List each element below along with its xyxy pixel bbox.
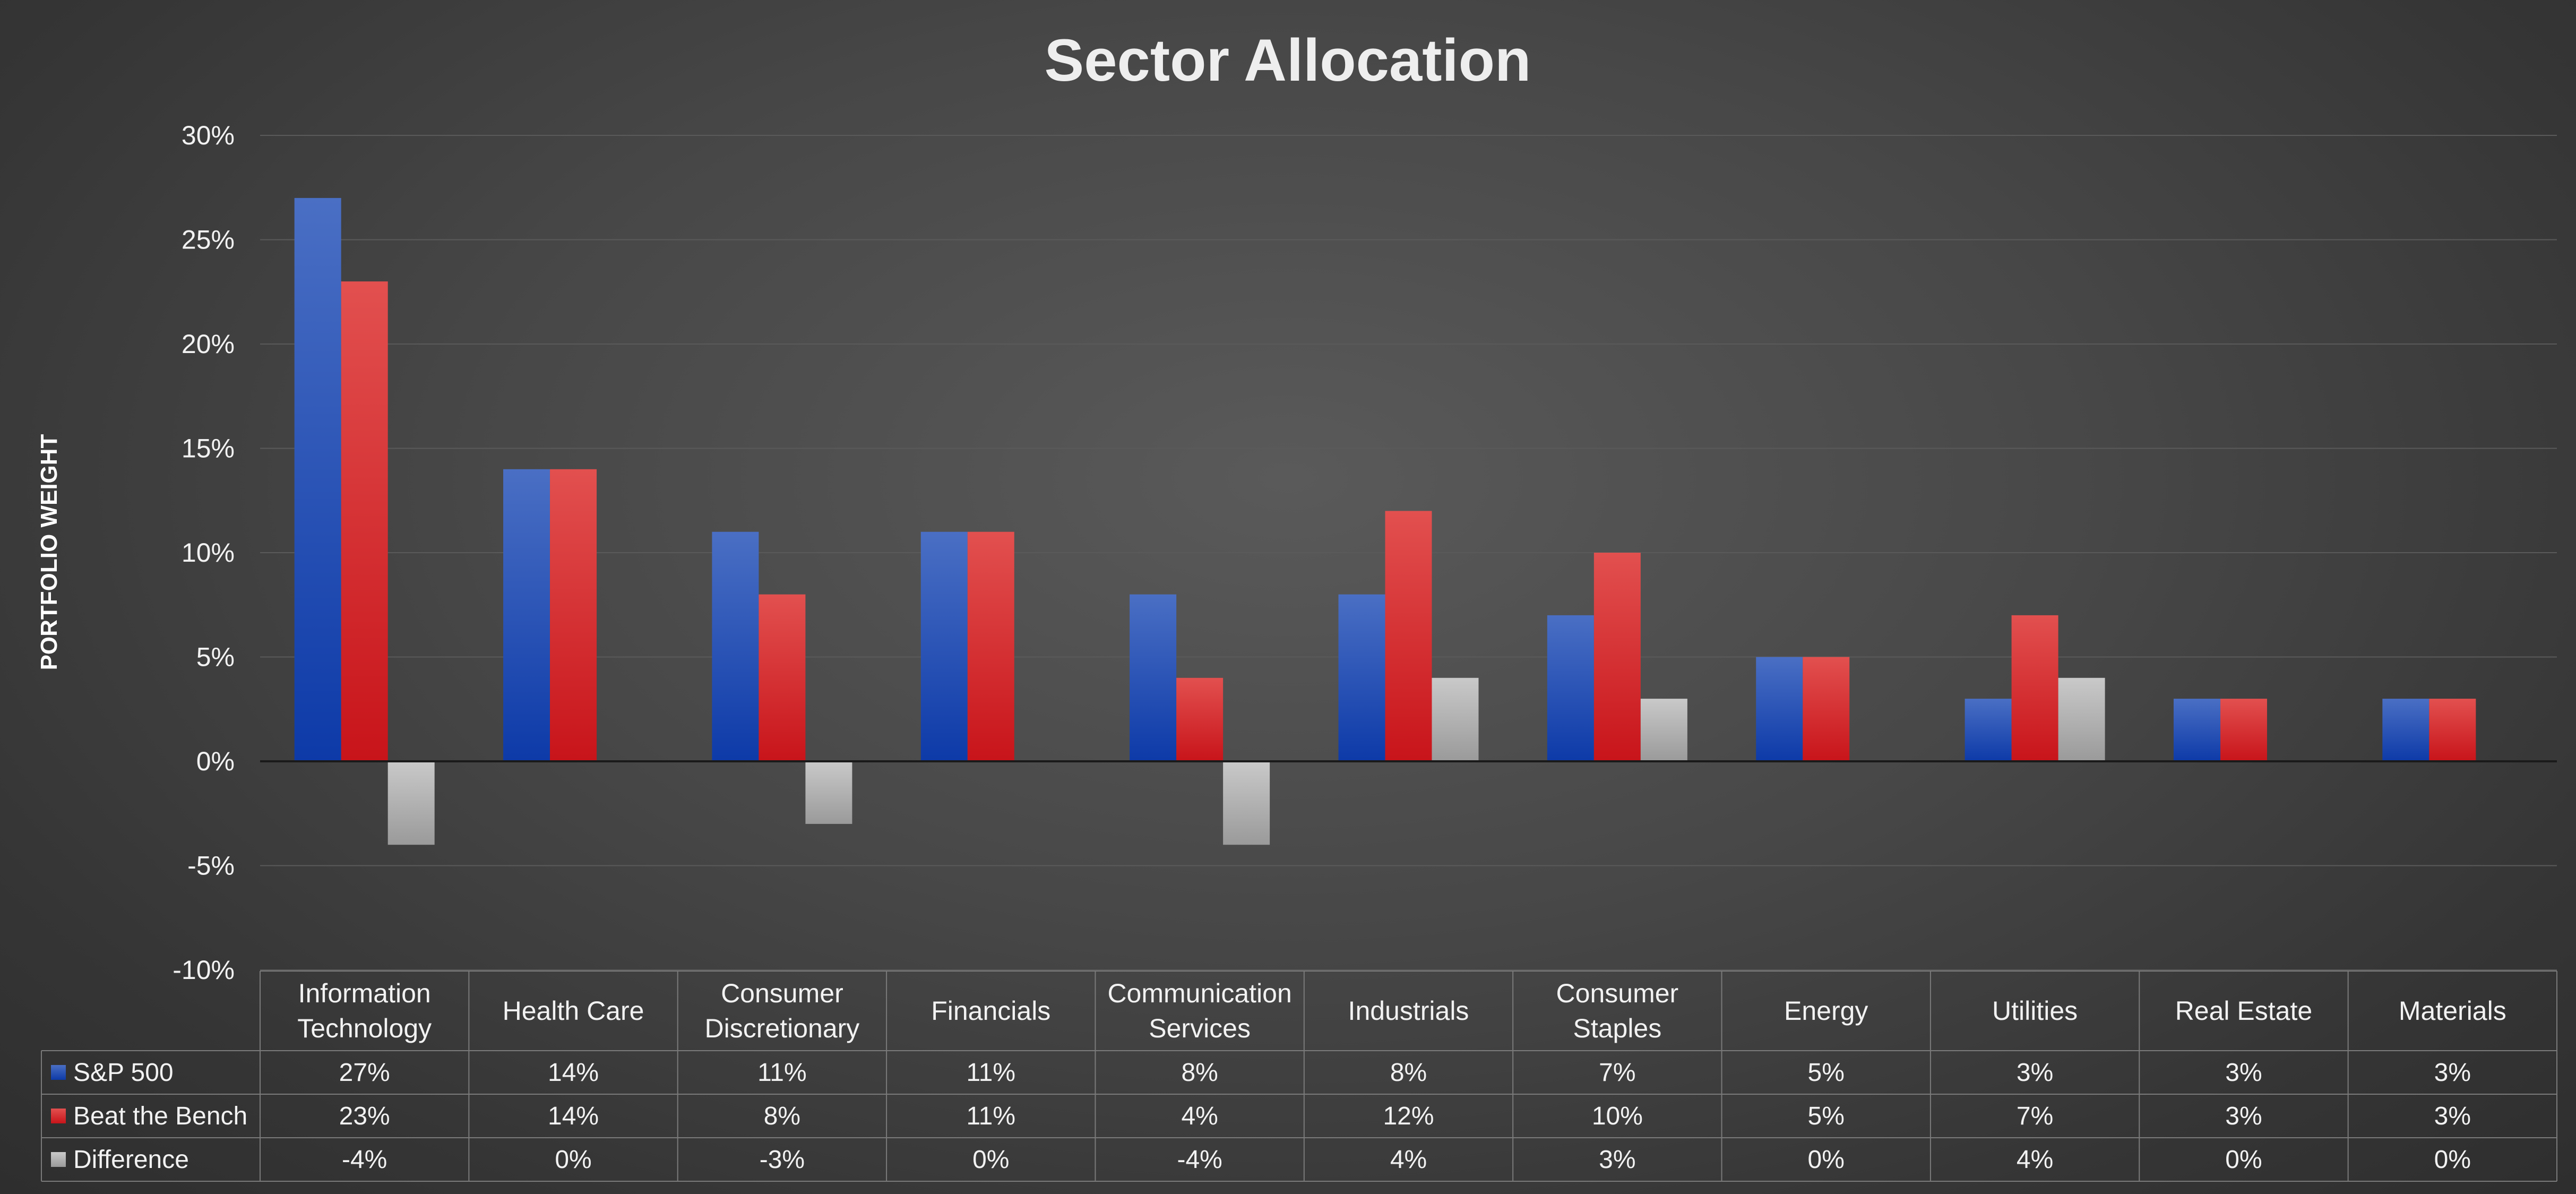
category-label: Consumer [721, 978, 843, 1008]
data-label-difference: 0% [555, 1146, 591, 1174]
bar-beat-the-bench [1593, 553, 1641, 761]
category-label: Technology [297, 1013, 432, 1043]
category-label: Energy [1784, 996, 1868, 1026]
row-label-s-p-500: S&P 500 [73, 1059, 174, 1087]
y-tick-label: -10% [173, 955, 235, 985]
chart-title: Sector Allocation [1045, 27, 1531, 93]
bar-beat-the-bench [759, 594, 806, 761]
category-label: Health Care [503, 996, 644, 1026]
bar-s-p-500 [920, 531, 968, 761]
data-table: Information Technology Health Care Consumer… [41, 970, 2557, 1182]
category-label: Staples [1573, 1013, 1661, 1043]
data-label-s-p-500: 5% [1808, 1059, 1845, 1087]
data-label-beat-the-bench: 3% [2225, 1102, 2262, 1130]
data-label-difference: 0% [2434, 1146, 2471, 1174]
data-label-difference: 4% [2017, 1146, 2053, 1174]
bar-difference [387, 761, 435, 845]
bar-s-p-500 [2173, 699, 2220, 761]
y-tick-label: 30% [182, 121, 235, 150]
data-label-difference: 3% [1599, 1146, 1635, 1174]
category-label: Consumer [1556, 978, 1679, 1008]
bars [294, 197, 2476, 845]
data-label-s-p-500: 8% [1181, 1059, 1218, 1087]
data-label-beat-the-bench: 11% [967, 1102, 1016, 1130]
y-tick-label: 10% [182, 538, 235, 568]
data-label-beat-the-bench: 5% [1808, 1102, 1845, 1130]
row-label-beat-the-bench: Beat the Bench [73, 1102, 247, 1130]
y-axis-label: PORTFOLIO WEIGHT [36, 434, 62, 670]
data-label-difference: 0% [972, 1146, 1009, 1174]
bar-difference [1223, 761, 1270, 845]
bar-s-p-500 [1338, 594, 1385, 761]
y-axis-ticks: -10% -5% 0% 5% 10% 15% 20% 25% 30% [173, 121, 235, 985]
category-label: Industrials [1348, 996, 1469, 1026]
data-label-s-p-500: 3% [2434, 1059, 2471, 1087]
category-label: Communication [1107, 978, 1291, 1008]
data-label-difference: 4% [1390, 1146, 1427, 1174]
bar-difference [805, 761, 852, 824]
data-label-s-p-500: 3% [2225, 1059, 2262, 1087]
data-label-difference: -4% [342, 1146, 387, 1174]
bar-s-p-500 [1756, 657, 1803, 761]
y-tick-label: -5% [187, 851, 235, 881]
bar-difference [2058, 677, 2105, 761]
legend-swatch-s-p-500 [51, 1065, 66, 1080]
legend-swatch-difference [51, 1152, 66, 1167]
bar-beat-the-bench [2429, 699, 2476, 761]
data-label-s-p-500: 27% [339, 1059, 390, 1087]
bar-beat-the-bench [341, 281, 388, 761]
data-label-s-p-500: 11% [757, 1059, 807, 1087]
data-label-difference: -4% [1177, 1146, 1222, 1174]
category-label: Services [1149, 1013, 1251, 1043]
bar-s-p-500 [1130, 594, 1177, 761]
data-label-difference: -3% [760, 1146, 805, 1174]
bar-s-p-500 [1965, 699, 2012, 761]
bar-beat-the-bench [1803, 657, 1850, 761]
data-label-beat-the-bench: 14% [548, 1102, 599, 1130]
data-label-difference: 0% [2225, 1146, 2262, 1174]
category-label: Information [298, 978, 431, 1008]
y-tick-label: 20% [182, 329, 235, 359]
y-tick-label: 5% [196, 642, 235, 672]
data-label-s-p-500: 3% [2017, 1059, 2053, 1087]
category-label: Discretionary [705, 1013, 860, 1043]
data-label-s-p-500: 14% [548, 1059, 599, 1087]
bar-s-p-500 [2382, 699, 2429, 761]
bar-beat-the-bench [2220, 699, 2267, 761]
data-label-beat-the-bench: 3% [2434, 1102, 2471, 1130]
bar-s-p-500 [503, 469, 550, 761]
category-label: Materials [2399, 996, 2506, 1026]
category-label: Financials [931, 996, 1050, 1026]
legend-swatch-beat-the-bench [51, 1109, 66, 1123]
data-label-beat-the-bench: 10% [1592, 1102, 1643, 1130]
bar-beat-the-bench [1176, 677, 1224, 761]
bar-beat-the-bench [550, 469, 597, 761]
data-label-beat-the-bench: 4% [1181, 1102, 1218, 1130]
data-label-beat-the-bench: 7% [2017, 1102, 2053, 1130]
bar-s-p-500 [712, 531, 759, 761]
bar-s-p-500 [294, 197, 341, 761]
data-label-s-p-500: 11% [967, 1059, 1016, 1087]
bar-beat-the-bench [1385, 511, 1432, 761]
data-label-s-p-500: 8% [1390, 1059, 1427, 1087]
bar-difference [1640, 699, 1687, 761]
y-tick-label: 25% [182, 225, 235, 255]
y-tick-label: 15% [182, 434, 235, 463]
bar-beat-the-bench [967, 531, 1014, 761]
category-label: Utilities [1992, 996, 2078, 1026]
bar-difference [1432, 677, 1479, 761]
row-label-difference: Difference [73, 1146, 189, 1174]
bar-s-p-500 [1547, 615, 1594, 761]
category-label: Real Estate [2175, 996, 2312, 1026]
data-label-s-p-500: 7% [1599, 1059, 1635, 1087]
bar-beat-the-bench [2011, 615, 2058, 761]
data-label-beat-the-bench: 12% [1383, 1102, 1434, 1130]
y-tick-label: 0% [196, 746, 235, 776]
data-label-beat-the-bench: 23% [339, 1102, 390, 1130]
data-label-beat-the-bench: 8% [764, 1102, 800, 1130]
data-label-difference: 0% [1808, 1146, 1845, 1174]
